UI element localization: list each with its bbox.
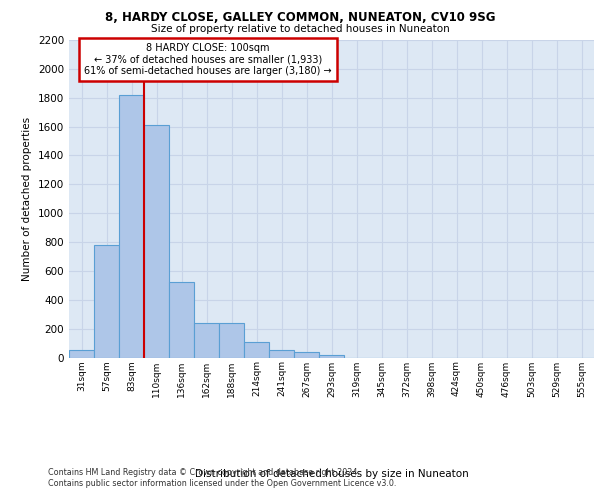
Bar (319, 354, 344, 358)
Y-axis label: Number of detached properties: Number of detached properties (22, 116, 32, 281)
Text: 8, HARDY CLOSE, GALLEY COMMON, NUNEATON, CV10 9SG: 8, HARDY CLOSE, GALLEY COMMON, NUNEATON,… (105, 11, 495, 24)
Bar (94, 245, 119, 358)
Bar (194, 323, 219, 358)
Text: 8 HARDY CLOSE: 100sqm
← 37% of detached houses are smaller (1,933)
61% of semi-d: 8 HARDY CLOSE: 100sqm ← 37% of detached … (85, 43, 332, 76)
Bar (269, 350, 294, 358)
X-axis label: Distribution of detached houses by size in Nuneaton: Distribution of detached houses by size … (194, 469, 469, 479)
Bar (144, 125, 169, 358)
Bar (244, 342, 269, 357)
Text: Size of property relative to detached houses in Nuneaton: Size of property relative to detached ho… (151, 24, 449, 34)
Bar (119, 95, 144, 357)
Bar (219, 323, 244, 358)
Bar (69, 350, 94, 358)
Bar (169, 282, 194, 358)
Text: Contains HM Land Registry data © Crown copyright and database right 2024.
Contai: Contains HM Land Registry data © Crown c… (48, 468, 397, 487)
Bar (294, 352, 319, 358)
